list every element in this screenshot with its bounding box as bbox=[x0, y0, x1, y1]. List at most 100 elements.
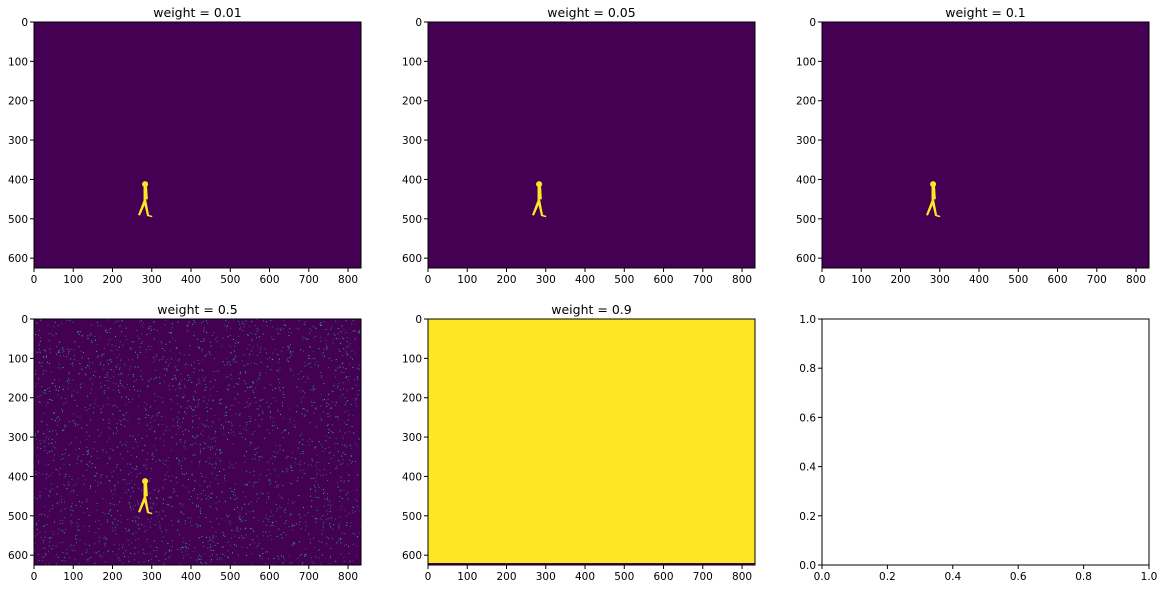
noise-speckle bbox=[261, 548, 263, 550]
noise-speckle bbox=[80, 505, 81, 507]
noise-speckle bbox=[48, 475, 50, 477]
noise-speckle bbox=[87, 549, 88, 551]
noise-speckle bbox=[109, 503, 111, 505]
noise-speckle bbox=[258, 459, 260, 461]
noise-speckle bbox=[36, 528, 38, 530]
noise-speckle bbox=[262, 320, 264, 322]
noise-speckle bbox=[175, 378, 177, 380]
noise-speckle bbox=[308, 444, 310, 446]
noise-speckle bbox=[139, 418, 141, 420]
noise-speckle bbox=[225, 411, 227, 413]
noise-speckle bbox=[236, 527, 238, 529]
noise-speckle bbox=[112, 405, 114, 407]
noise-speckle bbox=[229, 361, 231, 363]
noise-speckle bbox=[223, 433, 225, 435]
noise-speckle bbox=[196, 435, 198, 437]
noise-speckle bbox=[251, 510, 253, 512]
noise-speckle bbox=[165, 368, 167, 370]
noise-speckle bbox=[182, 503, 184, 505]
noise-speckle bbox=[278, 475, 279, 477]
noise-speckle bbox=[323, 383, 325, 385]
noise-speckle bbox=[308, 533, 310, 535]
noise-speckle bbox=[264, 348, 266, 350]
noise-speckle bbox=[119, 391, 121, 393]
noise-speckle bbox=[299, 521, 301, 523]
noise-speckle bbox=[127, 451, 129, 453]
noise-speckle bbox=[47, 464, 49, 466]
noise-speckle bbox=[178, 459, 180, 461]
noise-speckle bbox=[122, 419, 124, 421]
noise-speckle bbox=[165, 430, 167, 432]
noise-speckle bbox=[227, 336, 229, 338]
noise-speckle bbox=[352, 533, 354, 534]
noise-speckle bbox=[341, 363, 343, 365]
noise-speckle bbox=[52, 504, 54, 506]
noise-speckle bbox=[149, 481, 151, 483]
noise-speckle bbox=[140, 369, 142, 371]
noise-speckle bbox=[270, 511, 272, 513]
noise-speckle bbox=[153, 430, 155, 432]
noise-speckle bbox=[355, 498, 357, 500]
noise-speckle bbox=[57, 352, 59, 353]
noise-speckle bbox=[223, 532, 225, 533]
noise-speckle bbox=[209, 388, 211, 390]
noise-speckle bbox=[142, 552, 144, 554]
noise-speckle bbox=[138, 538, 139, 539]
noise-speckle bbox=[238, 321, 240, 322]
noise-speckle bbox=[197, 555, 199, 557]
noise-speckle bbox=[78, 448, 80, 450]
noise-speckle bbox=[48, 563, 50, 565]
noise-speckle bbox=[137, 500, 138, 502]
noise-speckle bbox=[187, 517, 189, 519]
noise-speckle bbox=[102, 404, 104, 406]
noise-speckle bbox=[317, 484, 319, 486]
y-tick-label: 200 bbox=[402, 393, 422, 405]
noise-speckle bbox=[107, 462, 108, 464]
noise-speckle bbox=[241, 537, 243, 539]
noise-speckle bbox=[87, 338, 89, 340]
noise-speckle bbox=[57, 394, 59, 396]
noise-speckle bbox=[259, 474, 261, 476]
noise-speckle bbox=[147, 518, 149, 520]
noise-speckle bbox=[150, 329, 152, 331]
noise-speckle bbox=[97, 355, 99, 357]
noise-speckle bbox=[102, 556, 104, 558]
noise-speckle bbox=[256, 481, 258, 483]
noise-speckle bbox=[340, 342, 342, 344]
noise-speckle bbox=[55, 429, 57, 431]
noise-speckle bbox=[305, 548, 307, 550]
noise-speckle bbox=[161, 343, 163, 345]
noise-speckle bbox=[298, 328, 300, 330]
noise-speckle bbox=[185, 487, 187, 489]
noise-speckle bbox=[311, 500, 313, 502]
noise-speckle bbox=[342, 452, 344, 454]
noise-speckle bbox=[46, 361, 48, 363]
noise-speckle bbox=[358, 330, 360, 332]
noise-speckle bbox=[322, 355, 324, 357]
noise-speckle bbox=[310, 464, 312, 466]
noise-speckle bbox=[302, 562, 304, 563]
noise-speckle bbox=[234, 398, 236, 400]
noise-speckle bbox=[206, 407, 208, 408]
noise-speckle bbox=[94, 475, 95, 477]
noise-speckle bbox=[114, 345, 116, 347]
noise-speckle bbox=[91, 340, 93, 341]
noise-speckle bbox=[78, 373, 80, 375]
noise-speckle bbox=[282, 405, 283, 407]
noise-speckle bbox=[79, 384, 81, 386]
noise-speckle bbox=[177, 428, 179, 429]
noise-speckle bbox=[197, 338, 199, 340]
noise-speckle bbox=[89, 544, 90, 546]
noise-speckle bbox=[51, 382, 53, 384]
noise-speckle bbox=[359, 532, 361, 534]
noise-speckle bbox=[351, 323, 353, 325]
noise-speckle bbox=[199, 554, 201, 556]
noise-speckle bbox=[252, 380, 254, 382]
noise-speckle bbox=[74, 550, 76, 552]
noise-speckle bbox=[121, 331, 122, 333]
x-tick-label: 800 bbox=[732, 571, 752, 583]
noise-speckle bbox=[144, 407, 146, 409]
noise-speckle bbox=[271, 326, 273, 328]
noise-speckle bbox=[184, 442, 185, 443]
noise-speckle bbox=[136, 456, 137, 458]
